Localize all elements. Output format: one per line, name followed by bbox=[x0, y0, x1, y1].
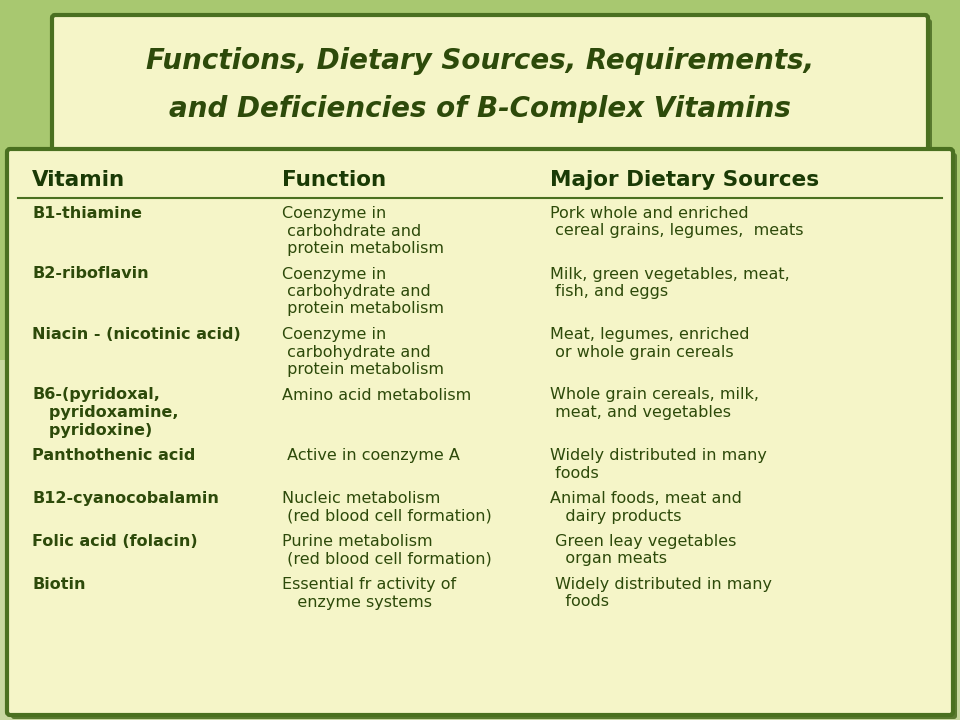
Text: Niacin - (nicotinic acid): Niacin - (nicotinic acid) bbox=[32, 327, 241, 342]
Text: Widely distributed in many: Widely distributed in many bbox=[550, 448, 767, 463]
Text: (red blood cell formation): (red blood cell formation) bbox=[281, 552, 492, 567]
Text: Biotin: Biotin bbox=[32, 577, 85, 592]
Text: protein metabolism: protein metabolism bbox=[281, 362, 444, 377]
Text: (red blood cell formation): (red blood cell formation) bbox=[281, 508, 492, 523]
FancyBboxPatch shape bbox=[56, 19, 932, 155]
Text: enzyme systems: enzyme systems bbox=[281, 595, 432, 610]
Text: or whole grain cereals: or whole grain cereals bbox=[550, 344, 734, 359]
Text: meat, and vegetables: meat, and vegetables bbox=[550, 405, 732, 420]
Text: Active in coenzyme A: Active in coenzyme A bbox=[281, 448, 460, 463]
Text: Milk, green vegetables, meat,: Milk, green vegetables, meat, bbox=[550, 266, 790, 282]
Text: Amino acid metabolism: Amino acid metabolism bbox=[281, 387, 470, 402]
Text: Panthothenic acid: Panthothenic acid bbox=[32, 448, 196, 463]
Text: Green leay vegetables: Green leay vegetables bbox=[550, 534, 736, 549]
Text: carbohydrate and: carbohydrate and bbox=[281, 344, 430, 359]
Bar bbox=[0, 0, 960, 360]
Text: and Deficiencies of B-Complex Vitamins: and Deficiencies of B-Complex Vitamins bbox=[169, 95, 791, 123]
Text: foods: foods bbox=[550, 595, 610, 610]
Text: Major Dietary Sources: Major Dietary Sources bbox=[550, 170, 820, 190]
Text: B2-riboflavin: B2-riboflavin bbox=[32, 266, 149, 282]
Text: pyridoxamine,: pyridoxamine, bbox=[32, 405, 179, 420]
Text: fish, and eggs: fish, and eggs bbox=[550, 284, 668, 299]
Text: Animal foods, meat and: Animal foods, meat and bbox=[550, 491, 742, 506]
Text: Widely distributed in many: Widely distributed in many bbox=[550, 577, 773, 592]
Text: Whole grain cereals, milk,: Whole grain cereals, milk, bbox=[550, 387, 759, 402]
Text: Coenzyme in: Coenzyme in bbox=[281, 206, 386, 221]
Text: Coenzyme in: Coenzyme in bbox=[281, 266, 386, 282]
FancyBboxPatch shape bbox=[7, 149, 953, 715]
FancyBboxPatch shape bbox=[11, 153, 957, 719]
Text: dairy products: dairy products bbox=[550, 508, 682, 523]
Text: Functions, Dietary Sources, Requirements,: Functions, Dietary Sources, Requirements… bbox=[146, 47, 814, 75]
Text: Coenzyme in: Coenzyme in bbox=[281, 327, 386, 342]
Text: foods: foods bbox=[550, 466, 599, 480]
Text: Meat, legumes, enriched: Meat, legumes, enriched bbox=[550, 327, 750, 342]
Text: organ meats: organ meats bbox=[550, 552, 667, 567]
Text: Essential fr activity of: Essential fr activity of bbox=[281, 577, 456, 592]
Text: cereal grains, legumes,  meats: cereal grains, legumes, meats bbox=[550, 223, 804, 238]
Text: protein metabolism: protein metabolism bbox=[281, 302, 444, 317]
Text: Nucleic metabolism: Nucleic metabolism bbox=[281, 491, 440, 506]
Text: B6-(pyridoxal,: B6-(pyridoxal, bbox=[32, 387, 160, 402]
Text: Purine metabolism: Purine metabolism bbox=[281, 534, 432, 549]
Text: pyridoxine): pyridoxine) bbox=[32, 423, 153, 438]
Text: Vitamin: Vitamin bbox=[32, 170, 125, 190]
Text: Folic acid (folacin): Folic acid (folacin) bbox=[32, 534, 198, 549]
Text: carbohydrate and: carbohydrate and bbox=[281, 284, 430, 299]
Bar bbox=[0, 360, 960, 720]
Text: B1-thiamine: B1-thiamine bbox=[32, 206, 142, 221]
Text: carbohdrate and: carbohdrate and bbox=[281, 223, 420, 238]
Text: Pork whole and enriched: Pork whole and enriched bbox=[550, 206, 749, 221]
FancyBboxPatch shape bbox=[52, 15, 928, 151]
Text: B12-cyanocobalamin: B12-cyanocobalamin bbox=[32, 491, 219, 506]
Text: Function: Function bbox=[281, 170, 386, 190]
Text: protein metabolism: protein metabolism bbox=[281, 241, 444, 256]
